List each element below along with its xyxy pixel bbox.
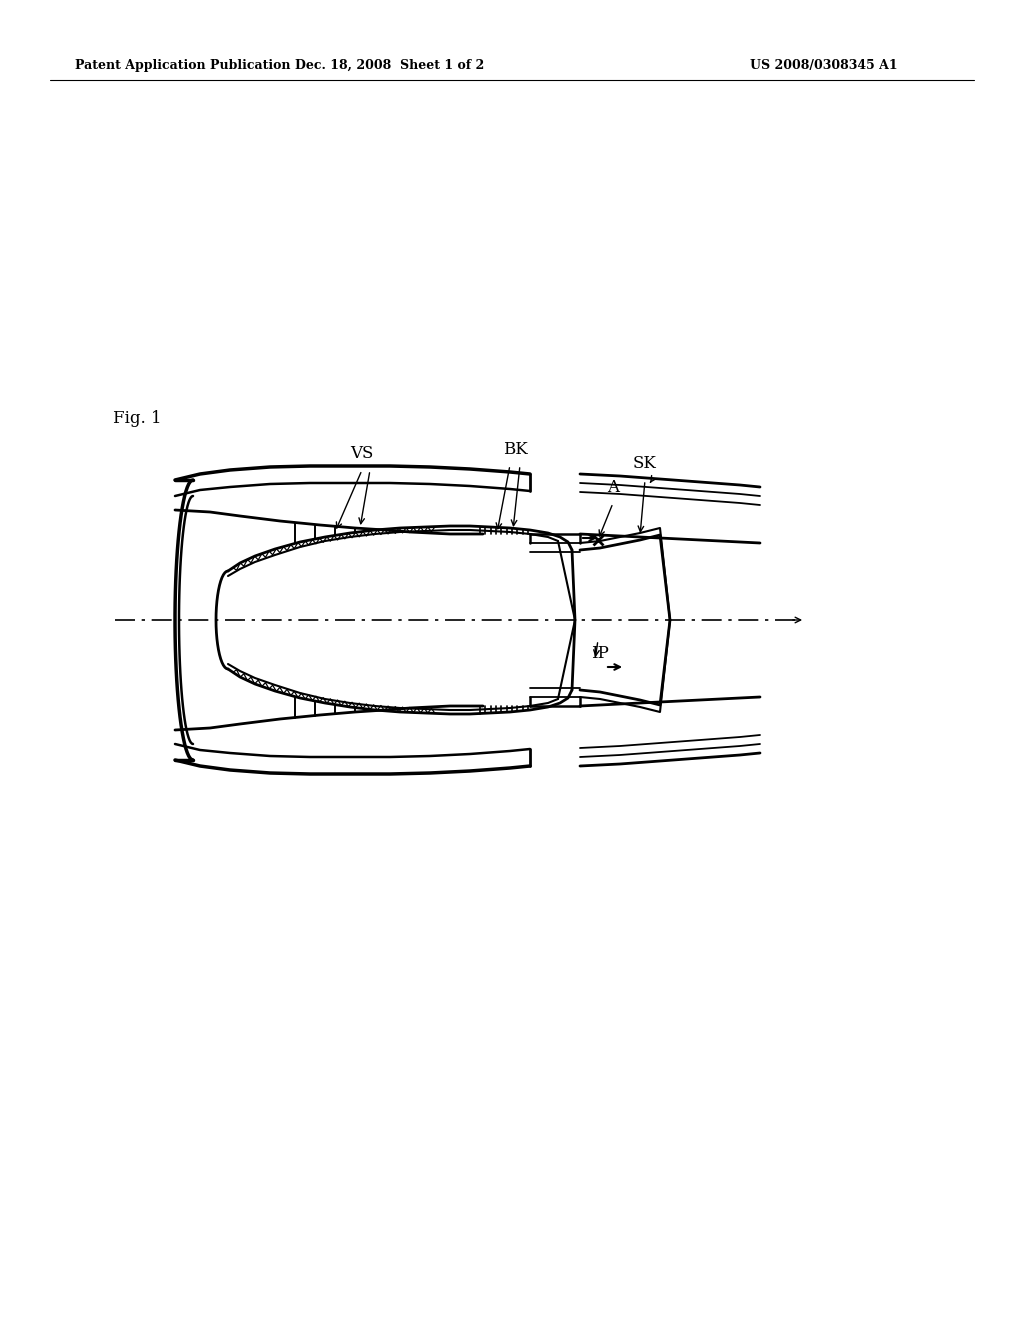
Text: BK: BK — [503, 441, 527, 458]
Text: A: A — [607, 479, 618, 496]
Text: IP: IP — [591, 645, 609, 663]
Text: Patent Application Publication: Patent Application Publication — [75, 58, 291, 71]
Text: VS: VS — [350, 445, 374, 462]
Text: SK: SK — [633, 455, 657, 473]
Text: US 2008/0308345 A1: US 2008/0308345 A1 — [750, 58, 898, 71]
Text: Fig. 1: Fig. 1 — [113, 411, 162, 426]
Text: Dec. 18, 2008  Sheet 1 of 2: Dec. 18, 2008 Sheet 1 of 2 — [295, 58, 484, 71]
